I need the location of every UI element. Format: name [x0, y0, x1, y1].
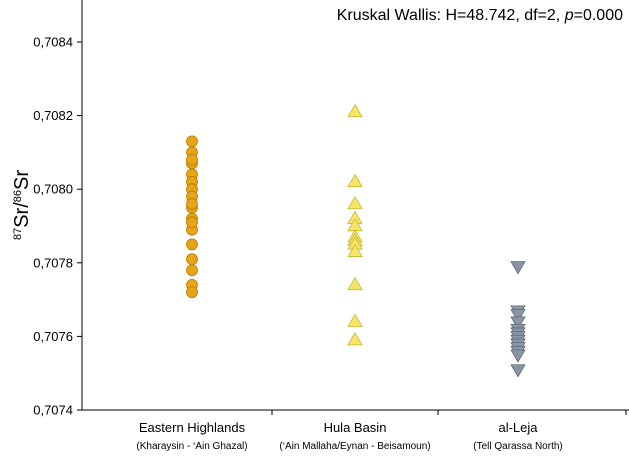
data-point-circle [186, 238, 198, 251]
category-label: Hula Basin [324, 420, 387, 435]
data-point-triangle-up [347, 195, 363, 210]
y-tick-label: 0,7084 [33, 35, 73, 50]
y-tick-label: 0,7080 [33, 182, 73, 197]
y-axis-ticks: 0,7074 0,7076 0,7078 0,7080 0,7082 0,7084 [33, 35, 82, 418]
data-point-triangle-down [510, 309, 526, 323]
y-label-base-1: Sr/ [11, 202, 33, 228]
data-point-circle [186, 198, 198, 210]
y-tick-label: 0,7082 [33, 108, 73, 123]
x-axis-ticks [271, 410, 627, 415]
y-tick-label: 0,7074 [33, 403, 73, 418]
category-label: Eastern Highlands [139, 420, 246, 435]
data-point-circle [186, 253, 198, 266]
data-point-triangle-up [347, 173, 363, 188]
chart-title-suffix: =0.000 [574, 7, 623, 24]
category-labels: Eastern Highlands (Kharaysin - ‘Ain Ghaza… [136, 420, 562, 452]
data-point-triangle-up [347, 313, 363, 327]
y-axis-label: 87Sr/86Sr [11, 170, 33, 240]
category-label: al-Leja [498, 420, 538, 435]
data-point-circle [186, 216, 198, 229]
y-label-sup-2: 86 [12, 190, 24, 202]
category-sublabel: (‘Ain Mallaha/Eynan - Beisamoun) [279, 441, 430, 452]
category-sublabel: (Kharaysin - ‘Ain Ghazal) [136, 441, 247, 452]
data-points [186, 103, 526, 378]
chart-title: Kruskal Wallis: H=48.742, df=2, p=0.000 [337, 7, 623, 24]
data-point-triangle-up [347, 332, 363, 346]
data-point-triangle-down [510, 349, 526, 363]
data-point-triangle-up [347, 243, 363, 257]
y-tick-label: 0,7076 [33, 329, 73, 344]
data-point-triangle-down [510, 316, 526, 330]
y-label-sup-1: 87 [12, 228, 24, 240]
y-label-base-2: Sr [11, 170, 33, 190]
data-point-triangle-up [347, 103, 363, 118]
chart-title-prefix: Kruskal Wallis: H=48.742, df=2, [337, 7, 565, 24]
data-point-circle [186, 264, 198, 277]
data-point-circle [186, 286, 198, 299]
data-point-circle [186, 135, 198, 148]
data-point-triangle-down [510, 261, 526, 275]
chart-title-p: p [564, 7, 574, 24]
y-tick-label: 0,7078 [33, 255, 73, 270]
data-point-triangle-up [347, 276, 363, 291]
data-point-triangle-down [510, 364, 526, 378]
data-point-circle [186, 153, 198, 166]
category-sublabel: (Tell Qarassa North) [473, 441, 562, 452]
